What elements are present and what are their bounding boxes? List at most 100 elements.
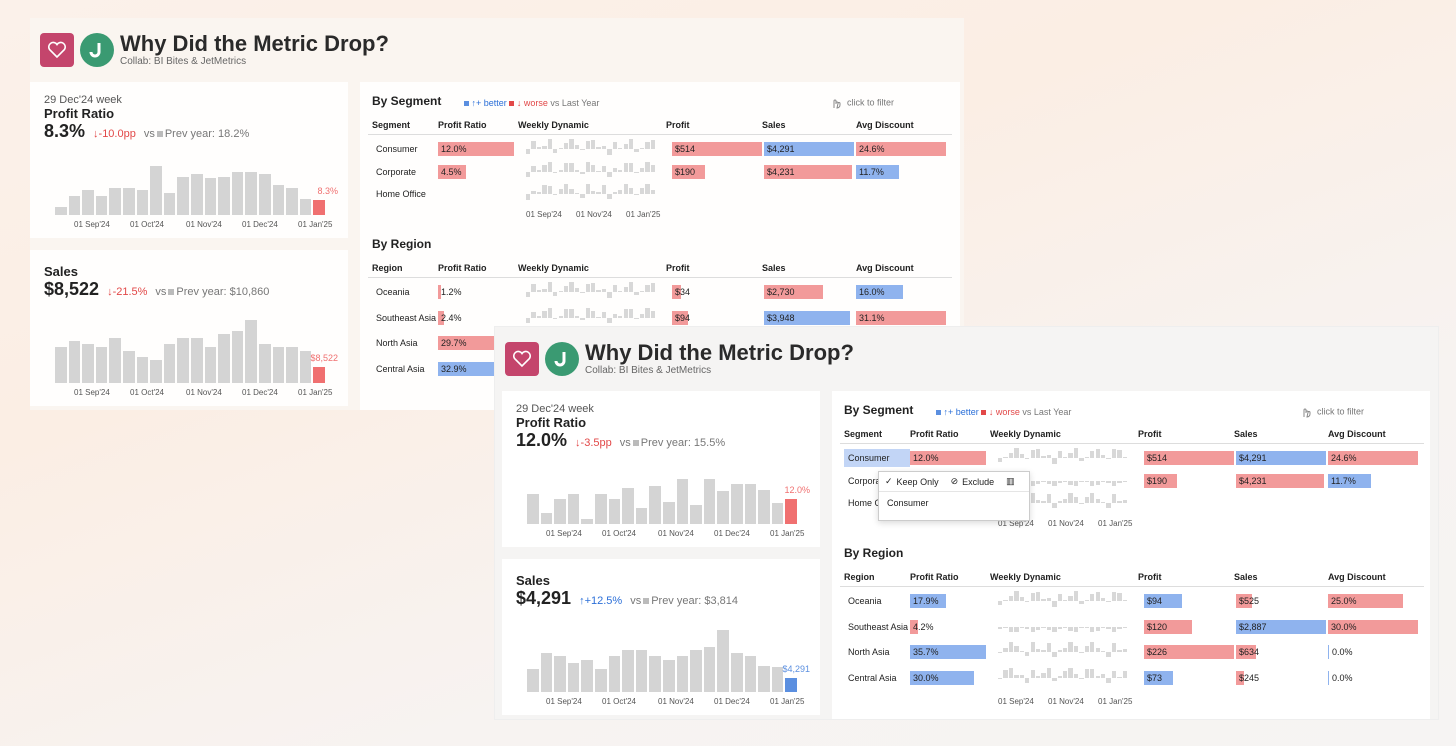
profit-bar[interactable]: $73	[1144, 670, 1173, 685]
avg-discount-bar[interactable]: 25.0%	[1328, 594, 1403, 608]
row-label[interactable]: Central Asia	[848, 672, 897, 683]
week-bar[interactable]	[567, 493, 580, 524]
sales-bar[interactable]: $2,730	[764, 285, 823, 299]
avg-discount-bar[interactable]: 30.0%	[1328, 619, 1418, 634]
week-bar[interactable]	[540, 513, 553, 524]
profit-ratio-bar[interactable]: 1.2%	[438, 285, 462, 299]
sales-weekly-chart[interactable]: $4,291	[526, 627, 810, 692]
week-bar[interactable]	[567, 662, 580, 692]
sales-bar[interactable]: $4,291	[1236, 451, 1326, 465]
week-bar[interactable]	[123, 350, 135, 383]
profit-ratio-bar[interactable]: 4.5%	[438, 164, 467, 179]
column-header[interactable]: Profit	[666, 263, 690, 273]
avg-discount-bar[interactable]: 24.6%	[856, 142, 946, 156]
sales-weekly-chart[interactable]: $8,522	[54, 318, 338, 383]
profit-bar[interactable]: $34	[672, 285, 690, 299]
column-header[interactable]: Region	[844, 572, 875, 582]
column-header[interactable]: Profit Ratio	[438, 263, 487, 273]
profit-bar[interactable]: $514	[672, 142, 762, 156]
weekly-dynamic-sparkline[interactable]	[998, 591, 1128, 610]
week-bar[interactable]	[690, 649, 702, 692]
week-bar[interactable]	[595, 493, 607, 524]
week-bar[interactable]	[82, 344, 94, 383]
column-header[interactable]: Avg Discount	[1328, 572, 1386, 582]
profit-ratio-bar[interactable]: 2.4%	[438, 310, 462, 325]
weekly-dynamic-sparkline[interactable]	[998, 642, 1128, 661]
week-bar[interactable]	[771, 503, 784, 524]
week-bar[interactable]	[527, 493, 539, 524]
column-header[interactable]: Segment	[844, 429, 883, 439]
profit-bar[interactable]: $94	[1144, 594, 1182, 608]
column-header[interactable]: Avg Discount	[1328, 429, 1386, 439]
week-bar[interactable]	[150, 165, 162, 215]
week-bar[interactable]	[663, 502, 675, 524]
segment-context-menu[interactable]: ✓ Keep Only ⊘ Exclude ▥ Consumer	[878, 471, 1030, 521]
week-bar[interactable]	[68, 340, 81, 383]
week-bar[interactable]	[231, 331, 244, 383]
week-bar[interactable]	[150, 360, 162, 383]
week-bar[interactable]	[581, 659, 593, 692]
week-bar[interactable]	[68, 195, 81, 215]
week-bar[interactable]	[622, 649, 634, 692]
week-bar[interactable]	[163, 193, 176, 215]
week-bar[interactable]	[744, 484, 757, 524]
week-bar[interactable]	[731, 653, 743, 692]
row-label[interactable]: Central Asia	[376, 363, 425, 374]
week-bar[interactable]	[554, 499, 566, 524]
week-bar[interactable]	[163, 344, 176, 383]
week-bar[interactable]	[231, 172, 244, 215]
weekly-dynamic-sparkline[interactable]	[526, 282, 656, 301]
week-bar[interactable]	[259, 173, 271, 215]
sales-bar[interactable]: $4,291	[764, 142, 854, 156]
column-header[interactable]: Sales	[1234, 572, 1258, 582]
row-label[interactable]: Southeast Asia	[848, 621, 909, 632]
column-header[interactable]: Avg Discount	[856, 263, 914, 273]
week-bar[interactable]	[95, 195, 108, 215]
week-bar[interactable]	[286, 187, 298, 215]
row-label[interactable]: Home Office	[848, 498, 898, 508]
week-bar[interactable]	[649, 485, 661, 524]
profit-ratio-bar[interactable]: 35.7%	[910, 645, 986, 659]
current-week-bar[interactable]	[313, 366, 325, 383]
sales-bar[interactable]: $3,948	[764, 310, 850, 325]
week-bar[interactable]	[177, 337, 189, 383]
profit-bar[interactable]: $226	[1144, 645, 1234, 659]
column-header[interactable]: Region	[372, 263, 403, 273]
current-week-bar[interactable]	[785, 499, 797, 524]
row-label[interactable]: Oceania	[848, 596, 882, 606]
week-bar[interactable]	[136, 357, 149, 383]
profit-ratio-kpi-card[interactable]: 29 Dec'24 week Profit Ratio 12.0% ↓-3.5p…	[502, 391, 820, 547]
column-header[interactable]: Weekly Dynamic	[518, 263, 589, 273]
weekly-dynamic-sparkline[interactable]	[526, 139, 656, 158]
sales-bar[interactable]: $245	[1236, 670, 1259, 685]
week-bar[interactable]	[758, 489, 770, 524]
column-header[interactable]: Profit Ratio	[438, 120, 487, 130]
profit-bar[interactable]: $190	[672, 164, 706, 179]
week-bar[interactable]	[218, 334, 230, 383]
week-bar[interactable]	[676, 656, 689, 692]
week-bar[interactable]	[245, 319, 257, 383]
columns-icon[interactable]: ▥	[1006, 476, 1015, 486]
weekly-dynamic-sparkline[interactable]	[998, 618, 1128, 636]
column-header[interactable]: Weekly Dynamic	[518, 120, 589, 130]
week-bar[interactable]	[95, 347, 108, 383]
row-label[interactable]: Corporate	[848, 475, 889, 486]
week-bar[interactable]	[771, 667, 784, 692]
column-header[interactable]: Avg Discount	[856, 120, 914, 130]
week-bar[interactable]	[136, 190, 149, 215]
heart-icon[interactable]	[505, 342, 539, 376]
week-bar[interactable]	[109, 337, 121, 383]
column-header[interactable]: Profit	[666, 120, 690, 130]
keep-only-button[interactable]: Keep Only	[896, 476, 939, 487]
column-header[interactable]: Sales	[762, 120, 786, 130]
profit-ratio-bar[interactable]: 4.2%	[910, 619, 934, 634]
row-label[interactable]: Oceania	[376, 287, 410, 297]
week-bar[interactable]	[608, 499, 621, 524]
profit-ratio-weekly-chart[interactable]: 8.3%	[54, 160, 338, 215]
sales-bar[interactable]: $634	[1236, 645, 1259, 659]
week-bar[interactable]	[299, 350, 312, 383]
sales-kpi-card[interactable]: Sales $4,291 ↑+12.5% vs Prev year: $3,814…	[502, 559, 820, 715]
current-week-bar[interactable]	[313, 199, 325, 215]
week-bar[interactable]	[581, 518, 593, 524]
sales-bar[interactable]: $4,231	[764, 164, 853, 179]
